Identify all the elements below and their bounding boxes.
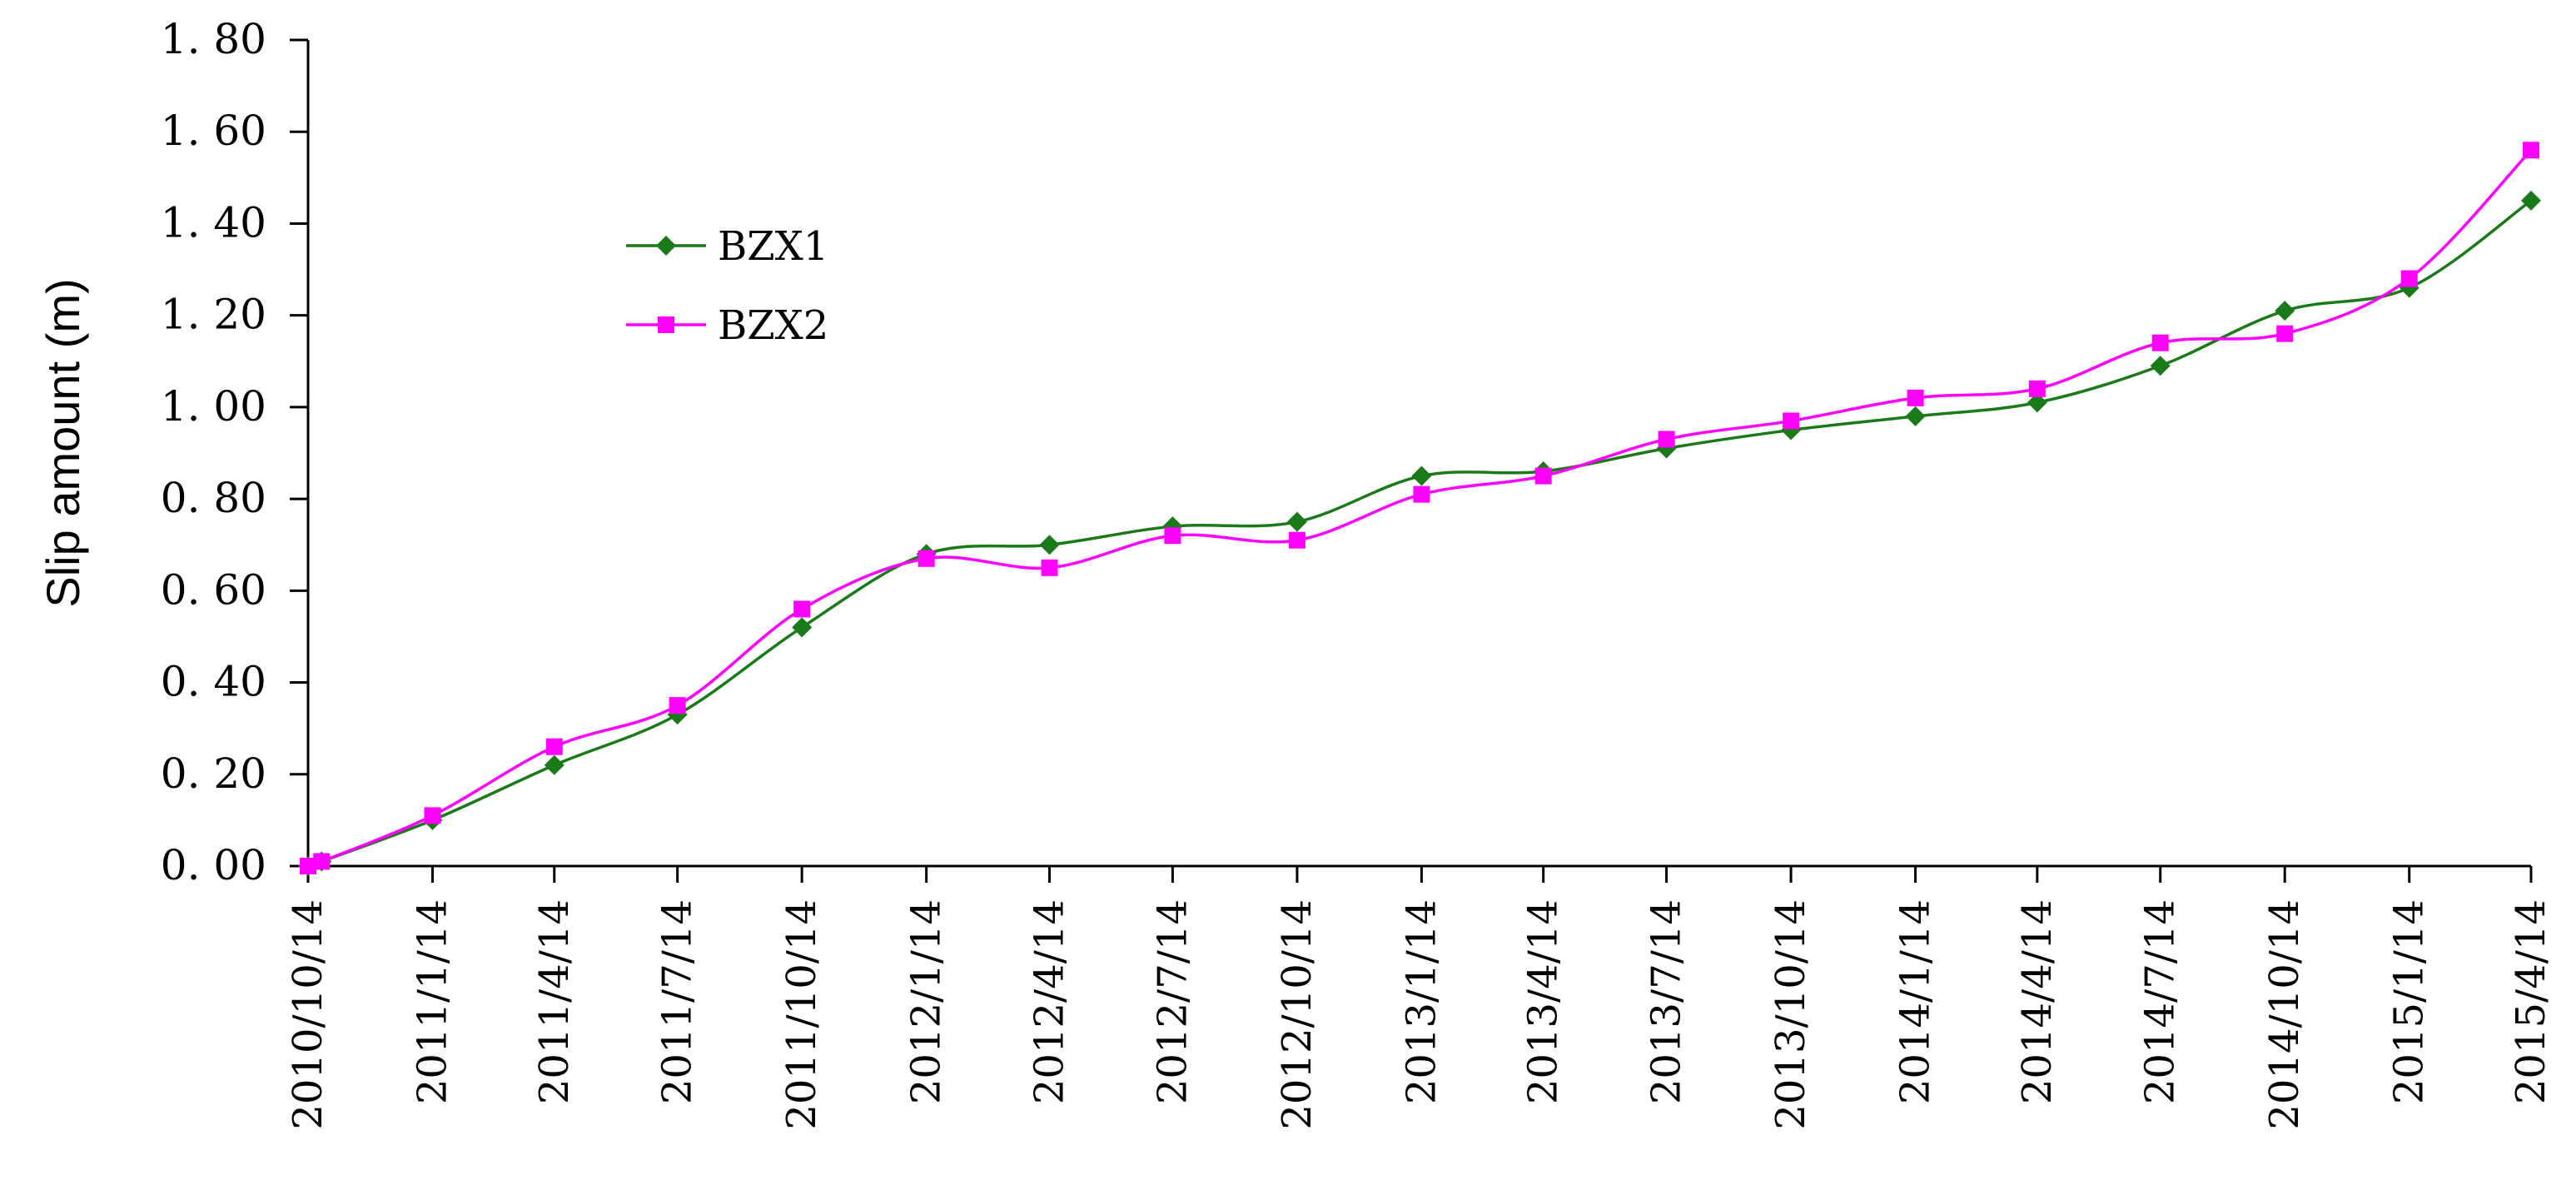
series-bzx2-point [1413,485,1430,503]
x-tick-label: 2011/1/14 [410,899,456,1104]
series-bzx1-point [1039,535,1060,555]
legend-label-bzx2: BZX2 [718,302,828,349]
series-bzx2-line [306,149,2533,869]
x-tick-label: 2011/7/14 [654,899,701,1104]
x-tick-label: 2014/4/14 [2014,899,2061,1104]
x-tick-label: 2013/7/14 [1644,899,1690,1104]
series-bzx2-point [918,550,935,567]
x-tick-label: 2011/10/14 [778,899,825,1130]
series-bzx1-point [792,617,813,638]
series-bzx1-point [1411,466,1432,486]
y-tick-label: 1. 20 [161,291,266,339]
series-bzx1-point [2521,190,2541,211]
series-bzx1-point [1905,406,1926,426]
series-bzx2-point [1658,431,1675,448]
series-bzx1-point [1286,511,1307,532]
series-bzx2-point [424,807,441,824]
series-bzx2-point [2276,325,2294,342]
x-tick-label: 2013/4/14 [1520,899,1567,1104]
series-bzx1-line [306,199,2533,869]
y-tick-label: 0. 20 [161,749,266,798]
series-bzx2-point [793,600,811,618]
series-bzx2 [300,142,2539,874]
series-bzx2-point [545,738,563,755]
x-tick-label: 2015/4/14 [2508,899,2554,1104]
series-bzx2-point [1534,467,1552,485]
y-tick-label: 0. 80 [161,474,266,522]
y-tick-label: 1. 40 [161,198,266,246]
x-tick-label: 2012/1/14 [903,899,950,1104]
y-axis-title: Slip amount (m) [37,278,89,607]
x-tick-label: 2013/10/14 [1768,899,1814,1130]
series-bzx2-point [1164,527,1181,545]
series-bzx2-point [2028,380,2046,397]
x-tick-label: 2010/10/14 [285,899,331,1130]
legend-marker-bzx1 [656,236,676,256]
y-axis-ticks: 0. 00 0. 20 0. 40 0. 60 0. 80 1. 00 1. 20 1. 40… [161,15,308,889]
y-tick-label: 1. 00 [161,382,266,431]
x-tick-label: 2011/4/14 [531,899,578,1104]
x-tick-label: 2013/1/14 [1398,899,1445,1104]
series-bzx2-point [300,858,316,874]
series-bzx1 [298,190,2541,876]
legend-item-bzx1: BZX1 [626,223,828,270]
series-bzx2-point [1783,412,1800,430]
y-tick-label: 0. 00 [161,841,266,889]
y-tick-label: 1. 60 [161,107,266,155]
legend-item-bzx2: BZX2 [626,302,828,349]
series-bzx1-point [544,754,564,775]
series-bzx2-point [2400,270,2418,287]
series-bzx2-point [1041,559,1058,576]
legend-label-bzx1: BZX1 [718,223,828,270]
x-axis-ticks: 2010/10/14 2011/1/14 2011/4/14 2011/7/14 201… [285,866,2554,1130]
x-tick-label: 2012/10/14 [1274,899,1320,1130]
series-bzx1-point [2150,356,2171,376]
x-tick-label: 2014/7/14 [2137,899,2184,1104]
series-bzx2-point [2523,142,2539,159]
series-bzx1-point [2275,301,2295,321]
x-tick-label: 2014/10/14 [2261,899,2308,1130]
y-tick-label: 1. 80 [161,15,266,63]
y-tick-label: 0. 40 [161,658,266,706]
series-bzx2-point [313,853,331,870]
x-tick-label: 2014/1/14 [1892,899,1939,1104]
series-bzx2-point [669,697,686,714]
x-tick-label: 2012/7/14 [1149,899,1196,1104]
x-tick-label: 2015/1/14 [2386,899,2433,1104]
legend: BZX1 BZX2 [626,223,828,349]
y-tick-label: 0. 60 [161,565,266,614]
series-bzx2-point [1907,389,1924,406]
x-tick-label: 2012/4/14 [1027,899,1073,1104]
axes [306,40,2531,868]
series-bzx2-point [2151,334,2169,351]
legend-marker-bzx2 [658,316,674,333]
series-bzx1-point [2026,392,2047,413]
series-layer [298,142,2541,876]
series-bzx2-point [1288,531,1305,549]
